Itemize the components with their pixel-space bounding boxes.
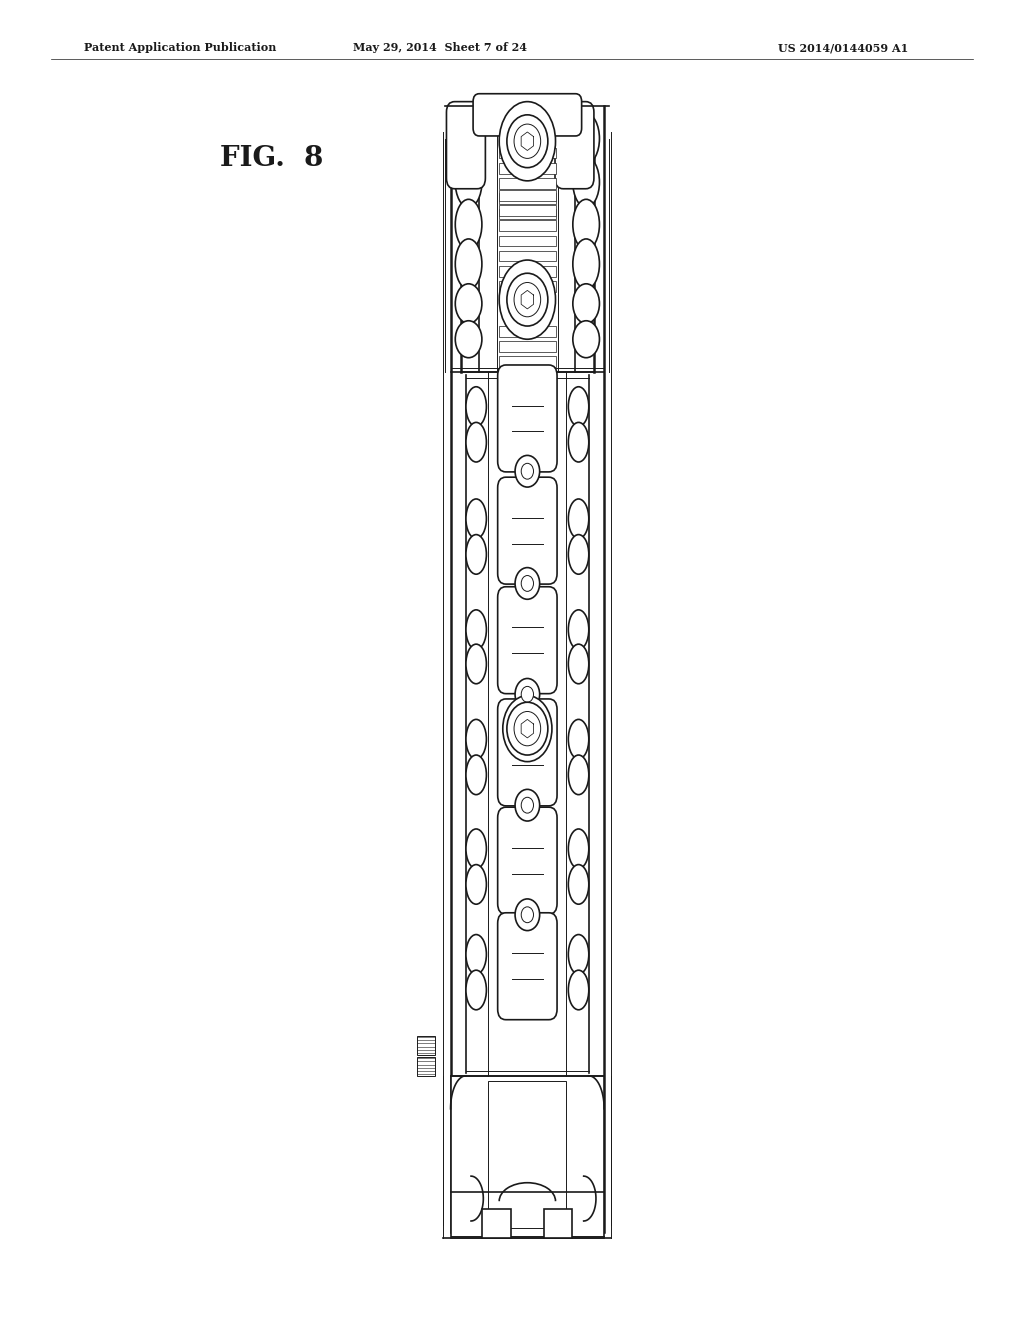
FancyBboxPatch shape xyxy=(446,102,485,189)
Ellipse shape xyxy=(568,499,589,539)
Bar xyxy=(499,190,556,201)
Circle shape xyxy=(515,568,540,599)
Ellipse shape xyxy=(568,755,589,795)
Circle shape xyxy=(521,463,534,479)
Ellipse shape xyxy=(456,321,482,358)
Circle shape xyxy=(514,282,541,317)
Ellipse shape xyxy=(568,865,589,904)
Text: US 2014/0144059 A1: US 2014/0144059 A1 xyxy=(778,42,908,53)
Ellipse shape xyxy=(466,829,486,869)
Circle shape xyxy=(507,115,548,168)
Bar xyxy=(544,1209,572,1238)
Ellipse shape xyxy=(466,644,486,684)
FancyBboxPatch shape xyxy=(555,102,594,189)
Bar xyxy=(499,209,556,219)
Bar xyxy=(499,148,556,158)
Ellipse shape xyxy=(568,387,589,426)
Ellipse shape xyxy=(466,935,486,974)
Text: FIG.  8: FIG. 8 xyxy=(220,145,323,172)
Bar xyxy=(499,326,556,337)
Ellipse shape xyxy=(456,284,482,323)
Circle shape xyxy=(514,711,541,746)
Ellipse shape xyxy=(572,239,599,289)
Ellipse shape xyxy=(568,719,589,759)
Bar xyxy=(499,267,556,277)
Ellipse shape xyxy=(572,284,599,323)
Bar xyxy=(499,281,556,292)
Ellipse shape xyxy=(572,321,599,358)
FancyBboxPatch shape xyxy=(498,586,557,694)
FancyBboxPatch shape xyxy=(498,807,557,913)
FancyBboxPatch shape xyxy=(498,700,557,805)
FancyBboxPatch shape xyxy=(498,478,557,583)
Ellipse shape xyxy=(456,239,482,289)
Circle shape xyxy=(521,686,534,702)
Bar xyxy=(417,1036,435,1055)
FancyBboxPatch shape xyxy=(498,364,557,471)
Ellipse shape xyxy=(466,499,486,539)
Bar xyxy=(499,236,556,246)
Circle shape xyxy=(521,576,534,591)
Ellipse shape xyxy=(572,199,599,249)
Bar xyxy=(417,1057,435,1076)
Ellipse shape xyxy=(500,260,555,339)
Ellipse shape xyxy=(456,157,482,207)
Circle shape xyxy=(507,273,548,326)
Circle shape xyxy=(514,124,541,158)
Ellipse shape xyxy=(456,114,482,164)
Ellipse shape xyxy=(466,865,486,904)
Ellipse shape xyxy=(572,157,599,207)
Ellipse shape xyxy=(466,387,486,426)
Ellipse shape xyxy=(568,829,589,869)
Ellipse shape xyxy=(466,970,486,1010)
Ellipse shape xyxy=(466,755,486,795)
Ellipse shape xyxy=(572,114,599,164)
Ellipse shape xyxy=(500,102,555,181)
Ellipse shape xyxy=(503,696,552,762)
Ellipse shape xyxy=(466,535,486,574)
FancyBboxPatch shape xyxy=(473,94,582,136)
Ellipse shape xyxy=(456,199,482,249)
Bar xyxy=(499,356,556,367)
Ellipse shape xyxy=(568,644,589,684)
Bar xyxy=(499,162,556,173)
Circle shape xyxy=(521,907,534,923)
Ellipse shape xyxy=(568,422,589,462)
Ellipse shape xyxy=(568,610,589,649)
FancyBboxPatch shape xyxy=(498,913,557,1019)
Circle shape xyxy=(515,899,540,931)
Ellipse shape xyxy=(466,610,486,649)
Bar xyxy=(499,341,556,351)
Circle shape xyxy=(515,455,540,487)
Bar xyxy=(488,1081,566,1228)
Bar xyxy=(499,178,556,189)
Text: May 29, 2014  Sheet 7 of 24: May 29, 2014 Sheet 7 of 24 xyxy=(353,42,527,53)
Circle shape xyxy=(521,797,534,813)
Ellipse shape xyxy=(568,535,589,574)
Bar xyxy=(499,205,556,215)
Ellipse shape xyxy=(466,719,486,759)
Bar xyxy=(451,1076,604,1238)
Circle shape xyxy=(515,789,540,821)
Ellipse shape xyxy=(568,935,589,974)
Bar xyxy=(499,194,556,205)
Ellipse shape xyxy=(568,970,589,1010)
Text: Patent Application Publication: Patent Application Publication xyxy=(84,42,276,53)
Bar xyxy=(482,1209,511,1238)
Ellipse shape xyxy=(466,422,486,462)
Bar xyxy=(499,220,556,231)
Circle shape xyxy=(515,678,540,710)
Circle shape xyxy=(507,702,548,755)
Bar xyxy=(499,251,556,261)
